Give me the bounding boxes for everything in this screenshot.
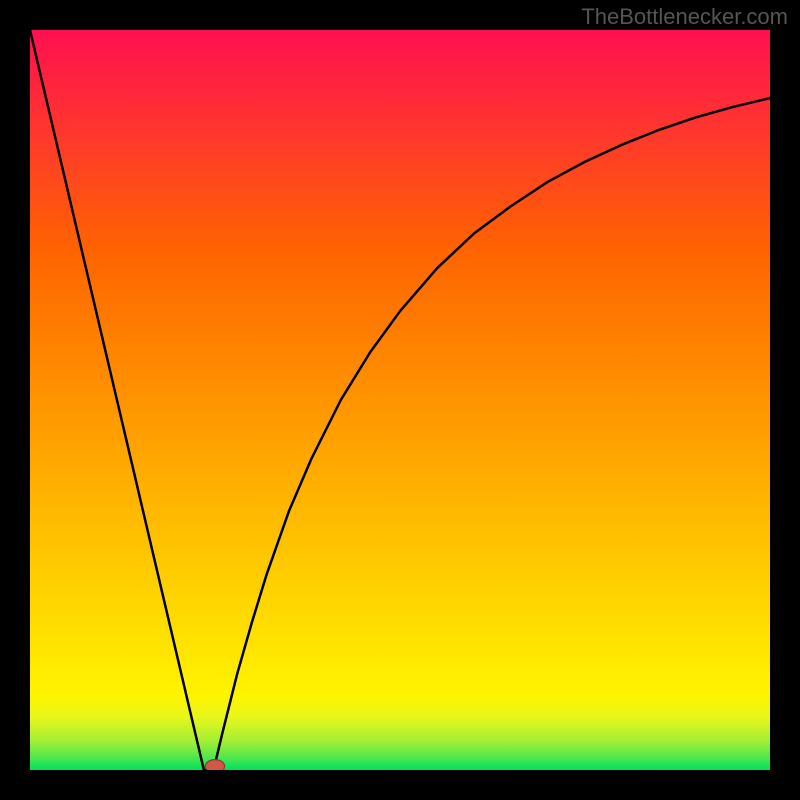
plot-area <box>30 30 770 770</box>
chart-frame: TheBottlenecker.com <box>0 0 800 800</box>
watermark-text: TheBottlenecker.com <box>581 4 788 30</box>
vertex-marker <box>205 760 224 770</box>
gradient-background <box>30 30 770 770</box>
chart-svg <box>30 30 770 770</box>
